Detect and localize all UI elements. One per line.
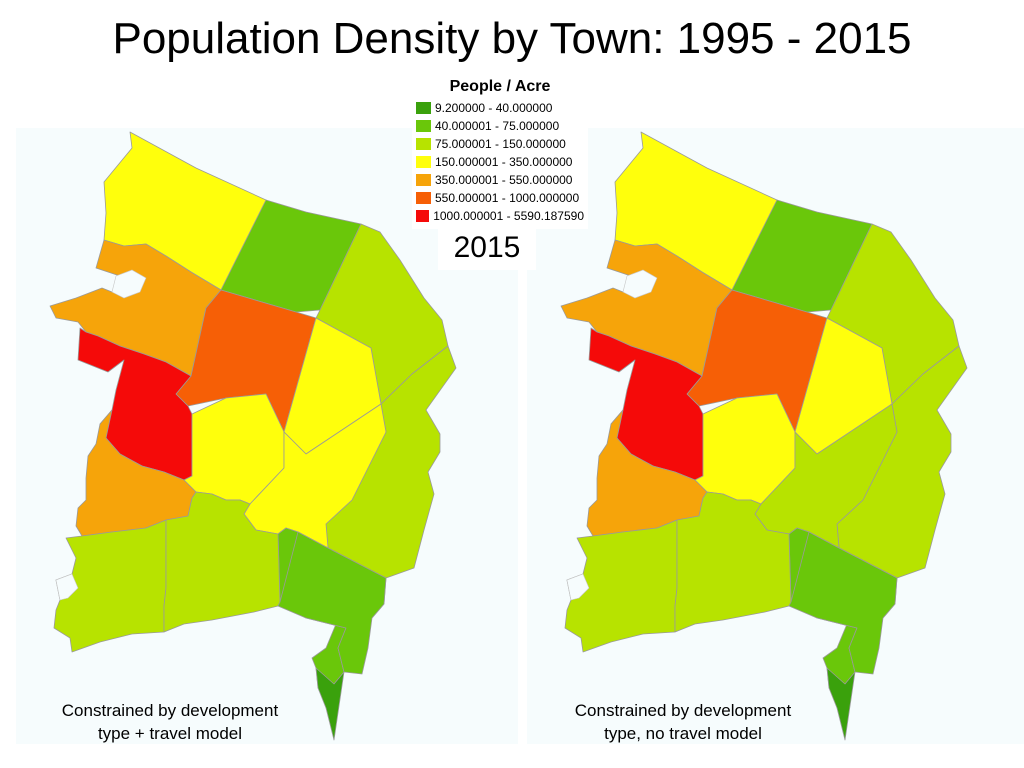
caption-line: type, no travel model: [604, 724, 762, 743]
town-bottom-right: [674, 491, 792, 633]
legend-title: People / Acre: [449, 78, 551, 95]
legend-item: 150.000001 - 350.000000: [416, 153, 584, 171]
legend-swatch: [416, 210, 430, 222]
legend-label: 40.000001 - 75.000000: [435, 119, 560, 133]
map-panel-right: [527, 128, 1024, 744]
year-label: 2015: [438, 226, 536, 270]
caption-left: Constrained by development type + travel…: [35, 699, 305, 745]
legend-swatch: [416, 174, 431, 186]
town-tip: [826, 667, 856, 741]
legend-item: 75.000001 - 150.000000: [416, 135, 584, 153]
caption-line: type + travel model: [97, 724, 243, 743]
town-tip: [315, 667, 345, 741]
legend-label: 150.000001 - 350.000000: [435, 155, 573, 169]
legend-swatch: [416, 156, 431, 168]
coastal-water: [566, 573, 590, 601]
legend-label: 1000.000001 - 5590.187590: [433, 209, 584, 223]
town-bottom-right: [163, 491, 281, 633]
legend-label: 75.000001 - 150.000000: [435, 137, 566, 151]
page-title: Population Density by Town: 1995 - 2015: [112, 14, 912, 63]
legend-label: 9.200000 - 40.000000: [435, 101, 553, 115]
choropleth-map-left: [49, 131, 457, 741]
legend-label: 350.000001 - 550.000000: [435, 173, 573, 187]
caption-line: Constrained by development: [574, 701, 792, 720]
caption-line: Constrained by development: [61, 701, 279, 720]
town-south-tail: [277, 531, 387, 675]
legend: People / Acre 9.200000 - 40.000000 40.00…: [412, 76, 588, 229]
map-panel-left: [16, 128, 518, 744]
legend-swatch: [416, 192, 431, 204]
legend-item: 550.000001 - 1000.000000: [416, 189, 584, 207]
caption-right: Constrained by development type, no trav…: [548, 699, 818, 745]
coastal-water: [55, 573, 79, 601]
legend-item: 40.000001 - 75.000000: [416, 117, 584, 135]
choropleth-map-right: [560, 131, 968, 741]
legend-item: 9.200000 - 40.000000: [416, 99, 584, 117]
town-south-tail: [788, 531, 898, 675]
legend-swatch: [416, 138, 431, 150]
legend-swatch: [416, 120, 431, 132]
legend-item: 350.000001 - 550.000000: [416, 171, 584, 189]
legend-label: 550.000001 - 1000.000000: [435, 191, 580, 205]
harbor-water: [111, 269, 147, 299]
legend-swatch: [416, 102, 431, 114]
legend-item: 1000.000001 - 5590.187590: [416, 207, 584, 225]
harbor-water: [622, 269, 658, 299]
